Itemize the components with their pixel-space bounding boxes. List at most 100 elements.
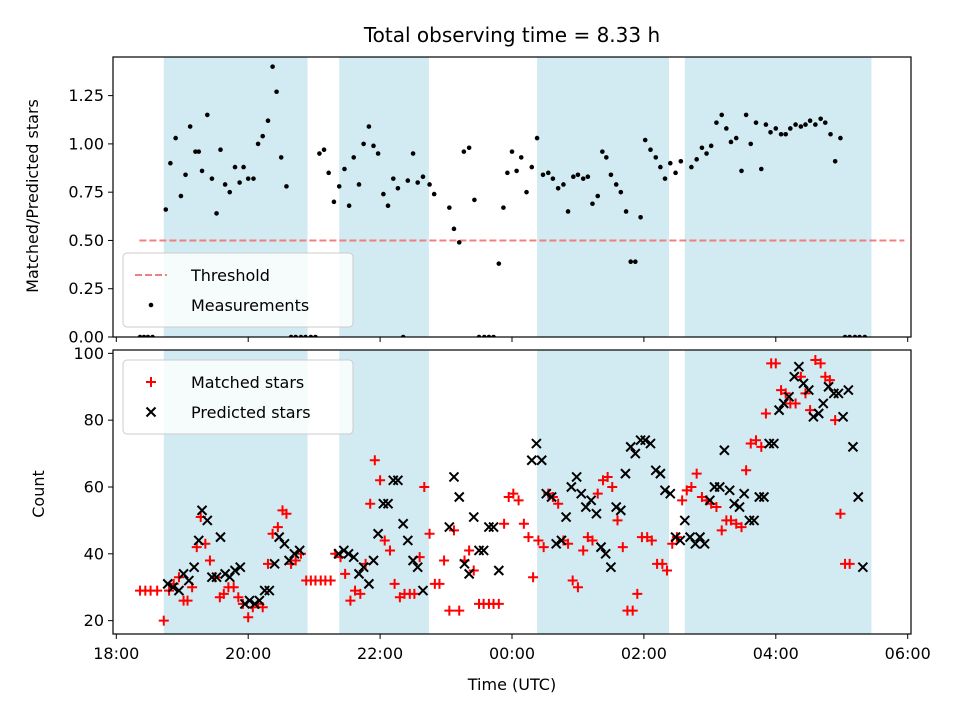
data-point [560,511,572,523]
data-point [837,411,849,423]
data-point [724,485,735,496]
data-point [736,522,747,533]
data-point [739,168,744,174]
data-point [468,511,479,523]
legend-swatch [145,406,157,418]
data-point [384,545,395,556]
data-point [439,555,450,566]
data-point [789,371,800,382]
data-point [333,548,344,560]
data-point [205,112,210,118]
data-point [284,184,289,189]
data-point [788,126,793,131]
data-point [679,515,690,526]
data-point [645,438,656,449]
data-point [625,441,636,453]
data-point [753,120,759,125]
data-point [405,178,411,183]
data-point [235,561,246,573]
data-point [838,135,843,141]
data-point [566,481,577,493]
data-point [526,455,537,466]
data-point [638,214,643,220]
y-tick-label: 1.00 [68,134,104,153]
data-point [355,588,366,599]
data-point [783,391,795,402]
data-point [646,535,657,546]
data-point [243,612,254,623]
data-point [627,605,638,616]
data-point [269,558,280,570]
data-point [571,174,576,180]
data-point [228,582,239,593]
data-point [472,197,477,203]
data-point [215,531,226,543]
data-point [173,135,178,141]
data-point [365,498,376,509]
data-point [585,495,597,506]
data-point [798,124,804,129]
data-point [345,595,356,606]
data-point [714,481,725,493]
data-point [540,172,546,178]
data-point [321,147,327,152]
data-point [199,168,205,174]
data-point [444,605,455,616]
data-point [464,545,475,556]
data-point [395,186,401,191]
data-point [254,595,265,606]
data-point [390,176,396,181]
data-point [187,124,193,129]
data-point [379,535,390,546]
data-point [778,131,784,137]
data-point [602,471,613,482]
data-point [371,143,376,149]
data-point [659,485,671,496]
data-point [350,585,361,596]
data-point [461,149,467,154]
data-point [738,488,750,499]
data-point [202,515,213,526]
series-predicted-stars [162,361,869,610]
ratio-panel: 0.00 0.25 0.50 0.75 1.00 1.25 Threshold Measure… [68,56,912,347]
data-point [620,468,631,479]
data-point [410,151,416,156]
data-point [538,542,549,553]
data-point [409,588,420,599]
data-point [496,261,502,266]
data-point [262,558,273,569]
data-point [694,157,699,162]
data-point [571,471,582,483]
data-point [523,532,534,543]
data-point [813,122,818,127]
data-point [748,141,754,147]
data-point [227,189,233,195]
data-point [415,180,420,185]
data-point [447,205,452,210]
data-point [572,582,583,593]
data-point [193,535,204,546]
data-point [518,155,524,160]
data-point [580,176,586,181]
plot-area [137,57,905,337]
data-point [183,575,195,586]
legend-box [122,252,354,328]
data-point [270,64,275,69]
data-point [237,180,242,185]
data-point [419,481,430,492]
data-point [783,131,788,137]
x-tick-label: 00:00 [489,644,535,663]
data-point [444,521,455,533]
y-tick-label: 0.50 [68,231,104,250]
data-point [255,141,261,147]
data-point [361,141,366,147]
data-point [356,182,362,187]
data-point [183,172,188,178]
data-point [818,116,823,122]
x-axis-label: Time (UTC) [467,675,556,694]
data-point [508,488,519,499]
data-point [807,118,813,124]
data-point [575,172,581,178]
x-tick-label: 04:00 [753,644,799,663]
x-tick-label: 22:00 [357,644,403,663]
